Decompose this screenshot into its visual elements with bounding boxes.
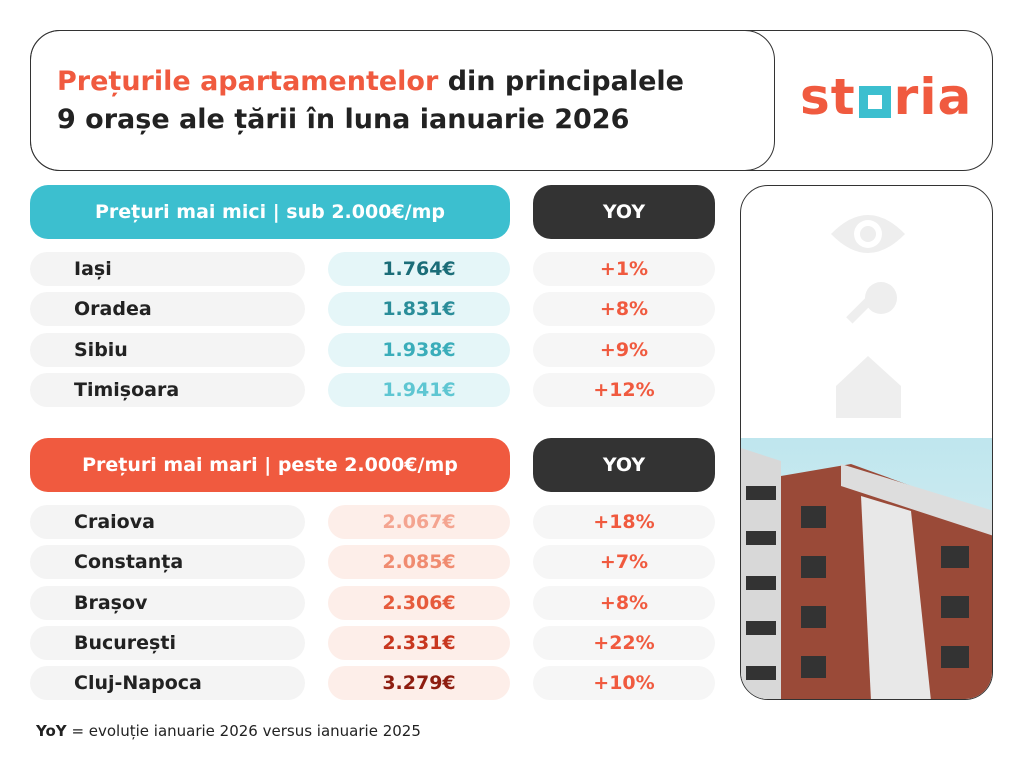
footnote-text: = evoluție ianuarie 2026 versus ianuarie… — [71, 722, 421, 740]
yoy-value: +12% — [533, 372, 715, 407]
price: 2.067€ — [328, 505, 510, 539]
yoy-header: YOY — [533, 185, 715, 239]
city: Oradea — [30, 292, 305, 327]
price: 3.279€ — [328, 666, 510, 701]
logo: st ria — [800, 68, 972, 126]
section-header: Prețuri mai mari | peste 2.000€/mp — [30, 438, 510, 492]
title: Prețurile apartamentelor din principalel… — [30, 30, 775, 171]
city: Craiova — [30, 505, 305, 539]
city: Brașov — [30, 585, 305, 620]
logo-start: st — [800, 68, 856, 126]
city: Cluj-Napoca — [30, 666, 305, 701]
title-rest: din principalele — [447, 66, 684, 97]
price: 1.938€ — [328, 332, 510, 367]
logo-end: ria — [893, 68, 973, 126]
section-header: Prețuri mai mici | sub 2.000€/mp — [30, 185, 510, 239]
image-card — [740, 185, 993, 700]
price: 2.331€ — [328, 625, 510, 660]
icons — [831, 215, 905, 418]
yoy-value: +8% — [533, 585, 715, 620]
price: 2.306€ — [328, 585, 510, 620]
logo-square — [858, 86, 891, 118]
yoy-header: YOY — [533, 438, 715, 492]
city: Constanța — [30, 545, 305, 580]
price: 1.941€ — [328, 372, 510, 407]
yoy-value: +8% — [533, 292, 715, 327]
footnote: YoY = evoluție ianuarie 2026 versus ianu… — [36, 722, 421, 740]
footnote-term: YoY — [36, 722, 67, 740]
city: București — [30, 625, 305, 660]
yoy-value: +18% — [533, 505, 715, 539]
illustration — [741, 215, 992, 699]
price: 1.831€ — [328, 292, 510, 327]
city: Sibiu — [30, 332, 305, 367]
title-highlight: Prețurile apartamentelor — [57, 66, 439, 97]
city: Timișoara — [30, 372, 305, 407]
title-line2: 9 orașe ale țării în luna ianuarie 2026 — [57, 104, 630, 135]
yoy-value: +22% — [533, 625, 715, 660]
price: 2.085€ — [328, 545, 510, 580]
yoy-value: +9% — [533, 332, 715, 367]
yoy-value: +1% — [533, 252, 715, 286]
yoy-value: +7% — [533, 545, 715, 580]
yoy-value: +10% — [533, 666, 715, 701]
city: Iași — [30, 252, 305, 286]
price: 1.764€ — [328, 252, 510, 286]
